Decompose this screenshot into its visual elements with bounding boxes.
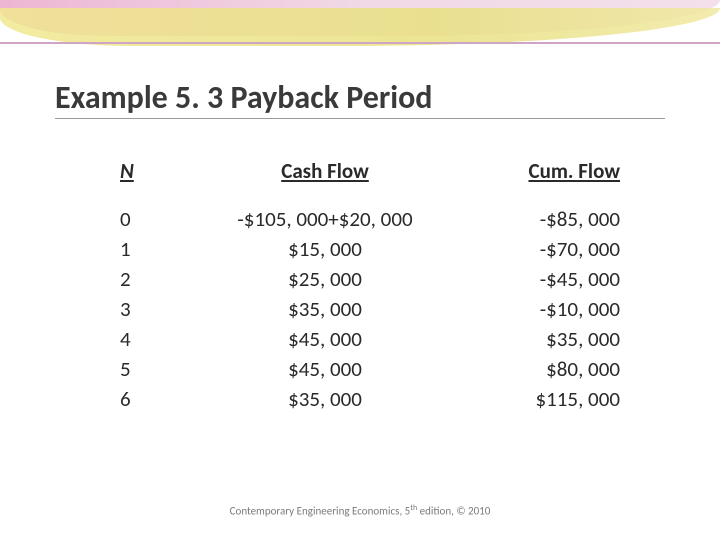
slide-ribbon xyxy=(0,0,720,48)
table-row: 2 $25, 000 -$45, 000 xyxy=(115,266,625,292)
cell-n: 1 xyxy=(115,236,195,262)
col-header-cashflow: Cash Flow xyxy=(195,158,455,184)
title-underline xyxy=(55,118,665,119)
cell-n: 4 xyxy=(115,326,195,352)
table-row: 3 $35, 000 -$10, 000 xyxy=(115,296,625,322)
cell-cumflow: $80, 000 xyxy=(455,356,625,382)
cell-n: 6 xyxy=(115,386,195,412)
cell-n: 5 xyxy=(115,356,195,382)
table-row: 5 $45, 000 $80, 000 xyxy=(115,356,625,382)
cell-cumflow: -$70, 000 xyxy=(455,236,625,262)
cell-cashflow: $35, 000 xyxy=(195,386,455,412)
table-row: 6 $35, 000 $115, 000 xyxy=(115,386,625,412)
cell-cumflow: -$45, 000 xyxy=(455,266,625,292)
cell-cashflow: $15, 000 xyxy=(195,236,455,262)
cell-cashflow: -$105, 000+$20, 000 xyxy=(195,206,455,232)
table-row: 0 -$105, 000+$20, 000 -$85, 000 xyxy=(115,206,625,232)
cell-cashflow: $45, 000 xyxy=(195,326,455,352)
cell-cumflow: -$85, 000 xyxy=(455,206,625,232)
cell-n: 3 xyxy=(115,296,195,322)
cell-cashflow: $35, 000 xyxy=(195,296,455,322)
footer-text-post: edition, © 2010 xyxy=(417,505,490,518)
cell-cashflow: $25, 000 xyxy=(195,266,455,292)
cell-n: 2 xyxy=(115,266,195,292)
table-header: N Cash Flow Cum. Flow xyxy=(115,158,625,184)
table-row: 4 $45, 000 $35, 000 xyxy=(115,326,625,352)
footer-text-pre: Contemporary Engineering Economics, 5 xyxy=(230,505,411,518)
cell-cumflow: $115, 000 xyxy=(455,386,625,412)
table-row: 1 $15, 000 -$70, 000 xyxy=(115,236,625,262)
cell-cumflow: -$10, 000 xyxy=(455,296,625,322)
payback-table: N Cash Flow Cum. Flow 0 -$105, 000+$20, … xyxy=(115,158,625,412)
slide-footer: Contemporary Engineering Economics, 5th … xyxy=(0,503,720,518)
col-header-cumflow: Cum. Flow xyxy=(455,158,625,184)
slide-title: Example 5. 3 Payback Period xyxy=(55,78,432,117)
ribbon-line xyxy=(0,42,720,44)
cell-cashflow: $45, 000 xyxy=(195,356,455,382)
col-header-n: N xyxy=(115,158,195,184)
cell-n: 0 xyxy=(115,206,195,232)
ribbon-yellow xyxy=(0,8,720,46)
cell-cumflow: $35, 000 xyxy=(455,326,625,352)
